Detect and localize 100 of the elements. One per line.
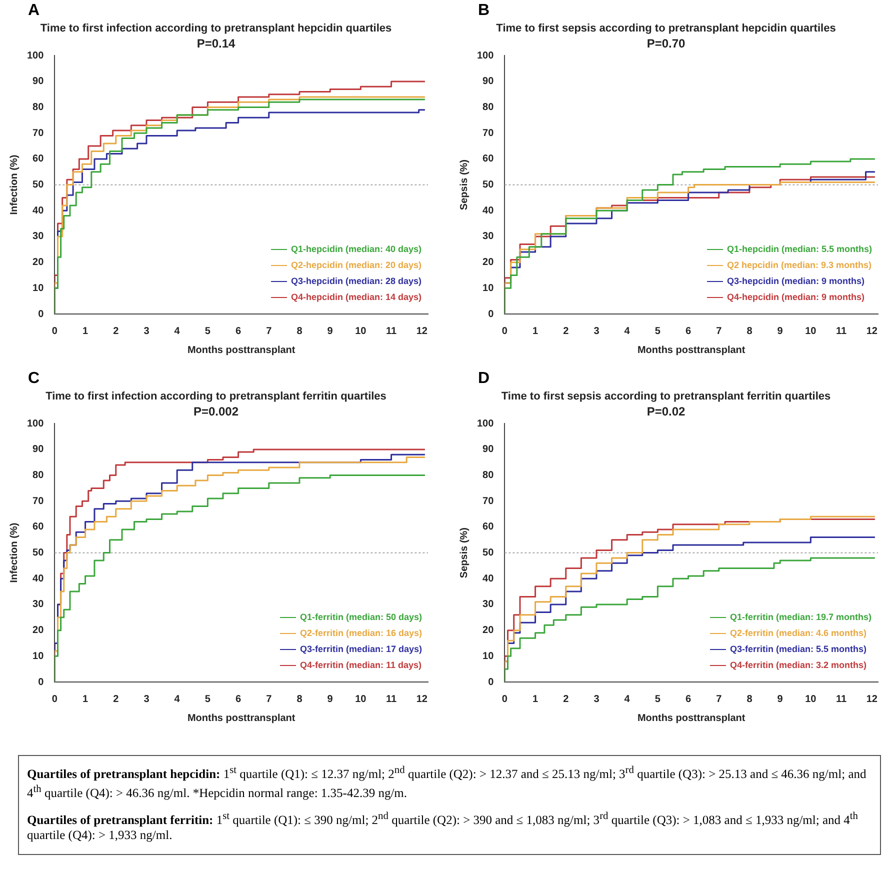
y-axis-title: Sepsis (%) [458,528,470,578]
y-tick-label: 10 [32,650,44,662]
x-tick-label: 3 [144,326,150,337]
y-tick-label: 20 [32,257,44,268]
y-tick-label: 100 [476,50,494,62]
y-tick-label: 40 [482,205,494,216]
legend-label: Q1-hepcidin (median: 40 days) [291,244,422,254]
y-tick-label: 70 [32,496,44,507]
chart-subtitle: P=0.70 [646,36,686,51]
y-tick-label: 100 [476,418,494,430]
x-tick-label: 10 [355,694,367,705]
x-tick-label: 7 [266,326,272,337]
y-tick-label: 40 [32,205,44,216]
y-tick-label: 80 [482,102,494,114]
legend-label: Q1-hepcidin (median: 5.5 months) [727,244,872,254]
y-tick-label: 10 [32,282,44,294]
y-tick-label: 90 [482,444,494,456]
x-tick-label: 10 [805,694,817,705]
y-tick-label: 100 [26,50,44,62]
y-tick-label: 20 [482,625,494,636]
legend-label: Q2 hepcidin (median: 9.3 months) [727,260,872,270]
x-tick-label: 11 [836,694,847,705]
x-tick-label: 11 [836,326,847,337]
y-tick-label: 50 [482,548,494,559]
x-tick-label: 6 [686,694,692,705]
x-tick-label: 9 [777,694,784,705]
legend-label: Q2-hepcidin (median: 20 days) [291,260,422,270]
x-tick-label: 4 [624,326,630,337]
legend-label: Q3-ferritin (median: 5.5 months) [730,644,867,654]
x-tick-label: 4 [624,694,630,705]
x-tick-label: 4 [174,326,180,337]
y-tick-label: 0 [38,308,44,320]
y-tick-label: 30 [482,599,494,610]
y-tick-label: 20 [482,257,494,268]
legend-label: Q1-ferritin (median: 19.7 months) [730,612,872,622]
text: D [478,370,490,388]
y-tick-label: 70 [482,128,494,139]
x-axis-title: Months posttransplant [187,344,296,356]
y-tick-label: 70 [32,128,44,139]
x-tick-label: 11 [386,694,397,705]
x-tick-label: 3 [594,694,600,705]
y-tick-label: 100 [26,418,44,430]
x-tick-label: 1 [82,326,89,337]
x-tick-label: 7 [716,694,722,705]
x-tick-label: 5 [654,694,661,705]
x-tick-label: 2 [113,694,120,705]
y-tick-label: 60 [32,522,44,533]
x-tick-label: 0 [52,694,58,705]
y-tick-label: 50 [32,548,44,559]
y-tick-label: 10 [482,282,494,294]
y-tick-label: 40 [32,573,44,584]
y-tick-label: 0 [488,676,494,688]
x-tick-label: 5 [654,326,661,337]
x-tick-label: 6 [686,326,692,337]
legend-label: Q2-ferritin (median: 16 days) [300,628,422,638]
x-tick-label: 8 [296,326,303,337]
y-tick-label: 20 [32,625,44,636]
y-tick-label: 80 [32,470,44,482]
legend-label: Q4-hepcidin (median: 9 months) [727,292,865,302]
y-tick-label: 70 [482,496,494,507]
y-tick-label: 90 [32,76,44,88]
x-tick-label: 12 [866,326,878,337]
y-tick-label: 60 [32,154,44,165]
chart-subtitle: P=0.02 [646,404,686,419]
y-tick-label: 80 [482,470,494,482]
y-tick-label: 90 [482,76,494,88]
x-tick-label: 6 [236,326,242,337]
legend-label: Q4-ferritin (median: 11 days) [300,660,422,670]
x-tick-label: 2 [563,694,570,705]
legend-label: Q1-ferritin (median: 50 days) [300,612,422,622]
x-tick-label: 1 [532,326,539,337]
x-tick-label: 8 [746,694,753,705]
x-tick-label: 7 [716,326,722,337]
x-tick-label: 4 [174,694,180,705]
x-tick-label: 10 [355,326,367,337]
chart-title: Time to first sepsis according to pretransplant hepcidin quartiles [496,22,836,35]
legend-label: Q3-ferritin (median: 17 days) [300,644,422,654]
y-tick-label: 10 [482,650,494,662]
y-axis-title: Infection (%) [8,522,20,583]
x-tick-label: 5 [204,694,211,705]
x-tick-label: 8 [746,326,753,337]
x-tick-label: 6 [236,694,242,705]
y-tick-label: 0 [488,308,494,320]
text: A [28,2,40,20]
y-tick-label: 30 [32,231,44,242]
x-tick-label: 5 [204,326,211,337]
x-tick-label: 1 [82,694,89,705]
y-tick-label: 30 [32,599,44,610]
x-axis-title: Months posttransplant [637,344,746,356]
y-tick-label: 30 [482,231,494,242]
legend-label: Q3-hepcidin (median: 9 months) [727,276,865,286]
x-tick-label: 10 [805,326,817,337]
text: C [28,370,40,388]
y-tick-label: 60 [482,522,494,533]
y-tick-label: 40 [482,573,494,584]
x-tick-label: 1 [532,694,539,705]
y-tick-label: 0 [38,676,44,688]
chart-title: Time to first infection according to pretransplant ferritin quartiles [46,390,386,403]
y-tick-label: 50 [32,180,44,191]
chart-subtitle: P=0.14 [196,36,236,51]
